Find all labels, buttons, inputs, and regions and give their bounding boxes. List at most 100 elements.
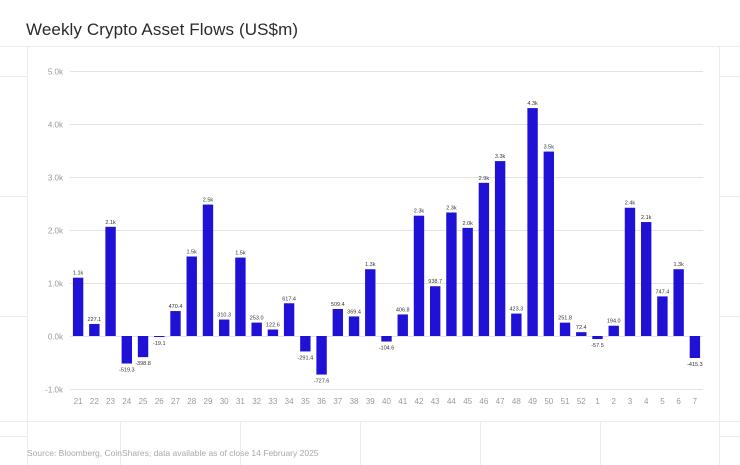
bar [316, 336, 327, 375]
x-tick-label: 51 [561, 397, 570, 406]
data-label: -519.3 [119, 368, 135, 374]
data-label: -398.8 [135, 361, 151, 367]
source-note: Source: Bloomberg, CoinShares, data avai… [27, 448, 319, 458]
bar [543, 151, 555, 336]
x-tick-label: 30 [220, 397, 229, 406]
bar [527, 108, 538, 336]
x-tick-label: 45 [463, 397, 472, 406]
x-tick-label: 28 [187, 397, 196, 406]
x-tick-label: 42 [415, 397, 424, 406]
data-label: 122.6 [266, 323, 280, 329]
data-label: 423.3 [509, 307, 523, 313]
data-label: 2.9k [479, 176, 490, 182]
x-tick-label: 7 [693, 397, 698, 406]
data-label: 1.5k [235, 251, 246, 257]
x-tick-label: 6 [676, 397, 681, 406]
data-label: 2.3k [414, 209, 425, 215]
x-tick-label: 5 [660, 397, 665, 406]
bar [72, 277, 84, 336]
x-tick-label: 52 [577, 397, 586, 406]
y-axis-ticks: -1.0k 0.0k 1.0k 2.0k 3.0k 4.0k 5.0k [45, 68, 64, 395]
bar [624, 207, 636, 336]
bar [202, 204, 214, 336]
data-label: 227.1 [87, 317, 101, 323]
chart-title: Weekly Crypto Asset Flows (US$m) [26, 20, 299, 39]
y-tick-label: -1.0k [45, 386, 64, 395]
data-label: 72.4 [576, 325, 587, 331]
x-tick-label: 21 [74, 397, 83, 406]
data-label: 747.4 [656, 289, 670, 295]
data-label: 617.4 [282, 296, 296, 302]
bar [89, 323, 100, 336]
data-label: 1.3k [673, 262, 684, 268]
data-label: 938.7 [428, 279, 442, 285]
data-label: -415.3 [687, 362, 703, 368]
data-label: 194.0 [607, 319, 621, 325]
bar [478, 182, 490, 336]
x-axis-ticks: 21 22 23 24 25 26 27 28 29 30 31 32 33 34 35 36 37 38 39 40… [74, 397, 698, 406]
x-tick-label: 29 [204, 397, 213, 406]
bar [365, 269, 376, 336]
bar [332, 309, 344, 336]
data-label: 509.4 [331, 302, 345, 308]
bar [348, 316, 360, 336]
bar [413, 215, 425, 336]
data-label: 406.8 [396, 307, 410, 313]
data-label: 1.1k [73, 271, 84, 277]
x-tick-label: 38 [350, 397, 359, 406]
y-tick-label: 0.0k [48, 333, 64, 342]
data-label: 310.3 [217, 313, 231, 319]
bar [235, 257, 246, 336]
bar [137, 336, 149, 358]
data-label: -19.1 [153, 341, 166, 347]
x-tick-label: 31 [236, 397, 245, 406]
x-tick-label: 49 [528, 397, 537, 406]
x-tick-label: 27 [171, 397, 180, 406]
bar [576, 332, 587, 336]
bar [608, 325, 619, 336]
x-tick-label: 46 [479, 397, 488, 406]
x-tick-label: 41 [398, 397, 407, 406]
x-tick-label: 4 [644, 397, 649, 406]
x-tick-label: 3 [628, 397, 633, 406]
bar [592, 336, 603, 340]
y-tick-label: 4.0k [48, 121, 64, 130]
x-tick-label: 25 [139, 397, 148, 406]
bar [251, 322, 262, 336]
bar [105, 226, 116, 336]
x-tick-label: 1 [595, 397, 600, 406]
data-label: -104.6 [379, 346, 395, 352]
x-tick-label: 23 [106, 397, 115, 406]
data-label: -727.6 [314, 379, 330, 385]
bar [218, 319, 230, 336]
x-tick-label: 26 [155, 397, 164, 406]
bar [300, 336, 311, 352]
data-label: 2.1k [105, 220, 116, 226]
data-label: 2.4k [625, 201, 636, 207]
bar [170, 311, 181, 336]
data-label: 3.5k [544, 145, 555, 151]
x-tick-label: 34 [285, 397, 294, 406]
data-label: 3.3k [495, 154, 506, 160]
data-label: 1.3k [365, 262, 376, 268]
data-label: 1.5k [187, 250, 198, 256]
bar [397, 314, 408, 336]
x-tick-label: 40 [382, 397, 391, 406]
x-tick-label: 32 [252, 397, 261, 406]
x-tick-label: 36 [317, 397, 326, 406]
bars [72, 108, 701, 375]
bar [640, 222, 652, 336]
data-label: 470.4 [169, 304, 183, 310]
bar [121, 336, 133, 364]
data-labels: 1.1k 227.1 2.1k -519.3-398.8 -19.1 470.4 1.5k 2… [73, 101, 703, 384]
x-tick-label: 47 [496, 397, 505, 406]
data-label: 251.8 [558, 316, 572, 322]
x-tick-label: 39 [366, 397, 375, 406]
bar [381, 336, 392, 342]
x-tick-label: 35 [301, 397, 310, 406]
bar [494, 161, 506, 336]
bar [689, 336, 701, 359]
y-tick-label: 5.0k [48, 68, 64, 77]
bar [511, 313, 522, 336]
